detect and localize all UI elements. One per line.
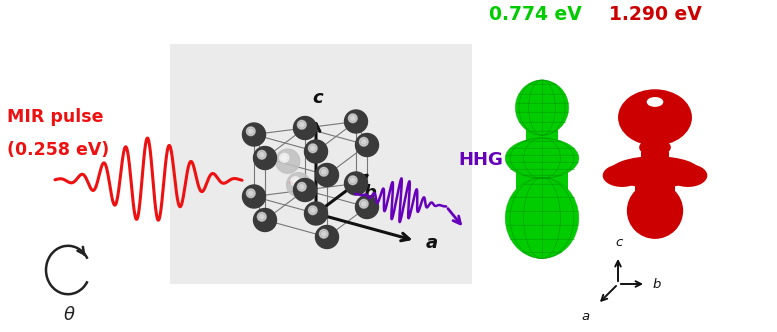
- Circle shape: [248, 129, 253, 134]
- Circle shape: [321, 169, 326, 174]
- Ellipse shape: [646, 97, 664, 107]
- Circle shape: [294, 180, 297, 183]
- Circle shape: [249, 130, 252, 132]
- Circle shape: [363, 141, 365, 143]
- Circle shape: [260, 152, 264, 157]
- Circle shape: [260, 215, 263, 218]
- Circle shape: [280, 153, 289, 162]
- Ellipse shape: [515, 80, 569, 135]
- Circle shape: [242, 185, 266, 208]
- Circle shape: [257, 212, 267, 221]
- Circle shape: [352, 117, 354, 120]
- Circle shape: [344, 110, 368, 133]
- Circle shape: [283, 157, 285, 159]
- Circle shape: [319, 229, 328, 238]
- Circle shape: [344, 172, 368, 195]
- Bar: [636, 178, 674, 197]
- Circle shape: [350, 116, 355, 121]
- Ellipse shape: [639, 138, 671, 156]
- Ellipse shape: [668, 164, 707, 187]
- Polygon shape: [170, 44, 472, 284]
- Circle shape: [310, 208, 315, 213]
- Circle shape: [291, 177, 300, 186]
- Circle shape: [260, 154, 263, 156]
- Circle shape: [248, 191, 253, 196]
- Circle shape: [301, 124, 303, 126]
- Circle shape: [246, 189, 255, 198]
- Circle shape: [315, 225, 339, 248]
- Circle shape: [315, 163, 339, 187]
- Text: c: c: [615, 236, 622, 249]
- Circle shape: [312, 209, 314, 211]
- Circle shape: [301, 186, 303, 188]
- Circle shape: [360, 137, 368, 146]
- Circle shape: [322, 171, 325, 173]
- Circle shape: [253, 208, 277, 231]
- Circle shape: [321, 231, 326, 236]
- Circle shape: [260, 214, 264, 219]
- Circle shape: [299, 184, 305, 189]
- Circle shape: [298, 182, 306, 191]
- Bar: [516, 168, 568, 198]
- Circle shape: [360, 200, 368, 208]
- Circle shape: [356, 133, 378, 156]
- Text: a: a: [582, 310, 590, 323]
- Circle shape: [361, 201, 366, 206]
- Ellipse shape: [609, 156, 701, 188]
- Text: b: b: [653, 279, 661, 291]
- Ellipse shape: [505, 178, 579, 259]
- Circle shape: [298, 121, 306, 129]
- Text: a: a: [425, 234, 437, 252]
- Circle shape: [322, 233, 325, 235]
- Text: (0.258 eV): (0.258 eV): [7, 141, 110, 159]
- Text: b: b: [364, 185, 376, 203]
- Circle shape: [348, 114, 357, 123]
- Circle shape: [312, 147, 314, 149]
- Circle shape: [363, 203, 365, 205]
- Circle shape: [361, 139, 366, 144]
- Text: c: c: [312, 89, 323, 107]
- Circle shape: [276, 149, 300, 173]
- Circle shape: [281, 155, 287, 160]
- Circle shape: [319, 167, 328, 176]
- Circle shape: [348, 176, 357, 185]
- Circle shape: [294, 179, 316, 202]
- Circle shape: [287, 173, 311, 197]
- Text: θ: θ: [64, 306, 75, 324]
- Circle shape: [308, 206, 317, 215]
- Circle shape: [305, 140, 327, 163]
- Circle shape: [294, 117, 316, 139]
- Circle shape: [249, 192, 252, 195]
- Ellipse shape: [603, 164, 641, 187]
- Circle shape: [299, 122, 305, 127]
- Circle shape: [310, 146, 315, 151]
- Circle shape: [246, 127, 255, 136]
- Circle shape: [352, 179, 354, 181]
- Text: HHG: HHG: [458, 151, 503, 169]
- Circle shape: [293, 179, 298, 184]
- Circle shape: [308, 144, 317, 153]
- Bar: [526, 122, 558, 148]
- Circle shape: [356, 196, 378, 218]
- Bar: [641, 131, 669, 143]
- Ellipse shape: [618, 89, 692, 146]
- Bar: [641, 152, 669, 164]
- Ellipse shape: [627, 183, 683, 239]
- Circle shape: [253, 146, 277, 170]
- Circle shape: [257, 150, 267, 159]
- Ellipse shape: [505, 138, 579, 178]
- Text: MIR pulse: MIR pulse: [7, 108, 103, 126]
- Circle shape: [242, 123, 266, 146]
- Circle shape: [305, 202, 327, 225]
- Circle shape: [350, 178, 355, 183]
- Text: 0.774 eV: 0.774 eV: [489, 5, 581, 24]
- Text: 1.290 eV: 1.290 eV: [608, 5, 702, 24]
